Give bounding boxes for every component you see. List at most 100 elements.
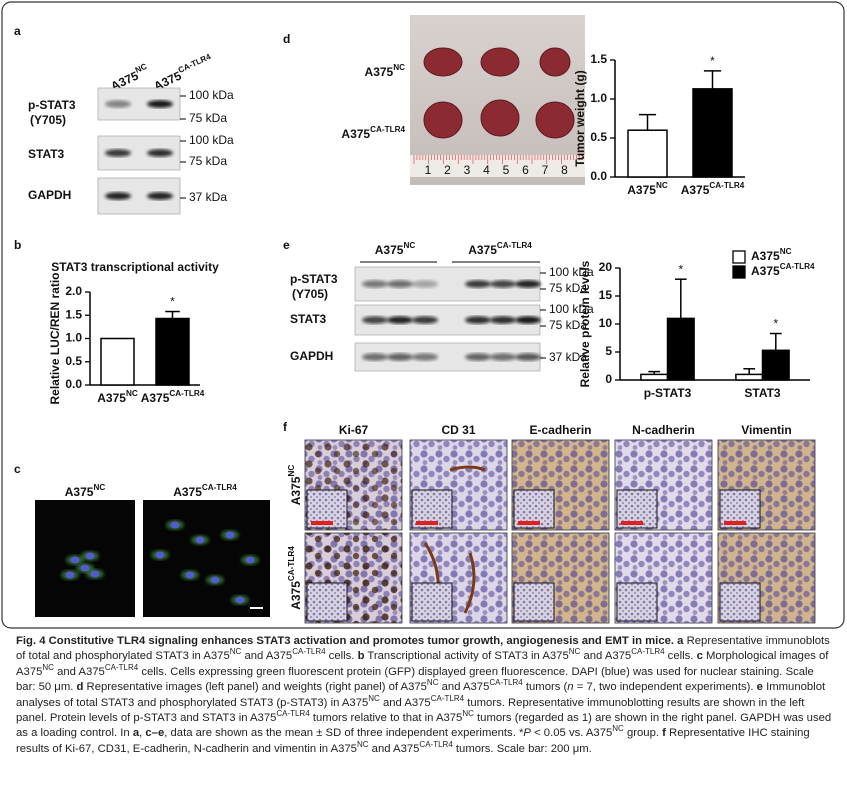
blot-band (147, 100, 173, 108)
caption-sup: CA-TLR4 (489, 678, 523, 688)
blot-band (105, 149, 131, 157)
ihc-inset-texture (514, 583, 554, 621)
caption-text: and A375 (53, 665, 105, 678)
marker-label: 100 kDa (549, 302, 594, 316)
nucleus (90, 570, 100, 578)
caption-text: tumors. Scale bar: 200 μm. (452, 742, 592, 755)
column-header-sup: NC (134, 62, 149, 75)
blot-band (387, 280, 413, 288)
blot-band (105, 100, 131, 108)
caption-sup: NC (356, 740, 369, 750)
caption-sup: NC (426, 678, 439, 688)
nucleus (235, 596, 245, 604)
caption-text: and A375 (241, 650, 293, 663)
marker-label: 100 kDa (189, 133, 234, 147)
caption-italic: n (567, 681, 574, 694)
caption-sup: NC (229, 647, 242, 657)
caption-text: and A375 (368, 742, 420, 755)
y-tick-label: 10 (599, 316, 613, 330)
row-label: A375NC (287, 465, 303, 506)
scale-bar (518, 521, 540, 525)
blot-band (465, 353, 491, 361)
caption-bold: Fig. 4 Constitutive TLR4 signaling enhan… (16, 635, 675, 647)
ruler (410, 155, 585, 177)
x-tick-label: STAT3 (744, 386, 781, 400)
marker-label: 75 kDa (549, 318, 587, 332)
ruler-number: 8 (561, 163, 568, 177)
column-header: E-cadherin (529, 423, 591, 437)
blot-band (105, 192, 131, 200)
bar (761, 349, 790, 381)
panel-letter: d (283, 32, 290, 46)
blot-band (412, 280, 438, 288)
tumor (535, 101, 575, 139)
panel-letter: c (14, 462, 21, 476)
caption-sup: CA-TLR4 (631, 647, 665, 657)
caption-text: Representative IHC staining results of K… (16, 727, 810, 755)
ruler-number: 1 (425, 163, 432, 177)
column-header-sup: NC (93, 483, 105, 492)
ruler-number: 4 (483, 163, 490, 177)
tumor (423, 47, 463, 77)
caption-text: Representative immunoblots of total and … (16, 635, 830, 663)
column-header: A375NC (65, 483, 106, 499)
caption-bold: c (696, 650, 703, 663)
caption-text: cells. (325, 650, 358, 663)
y-tick-label: 0.5 (65, 354, 82, 368)
bar (640, 373, 669, 381)
caption-text: group. (623, 727, 663, 740)
row-label: GAPDH (28, 188, 71, 202)
significance: * (170, 295, 175, 309)
frame (1, 1, 845, 629)
y-tick-label: 1.0 (590, 91, 607, 105)
x-tick-label-base: A375 (97, 391, 126, 405)
x-tick-label-sup: NC (656, 181, 668, 190)
legend-label-sup: CA-TLR4 (780, 262, 815, 271)
blot-band (465, 316, 491, 324)
blot-band (362, 280, 388, 288)
caption-sup: CA-TLR4 (104, 663, 139, 673)
row-label: p-STAT3 (28, 98, 76, 112)
caption-sup: NC (612, 724, 624, 734)
vessel-stain (449, 465, 486, 472)
nucleus (70, 556, 80, 564)
row-label-sup: NC (287, 465, 296, 477)
column-header-base: A375 (65, 485, 94, 499)
blot-band (387, 353, 413, 361)
caption-sup: CA-TLR4 (292, 647, 326, 657)
bar (692, 88, 733, 178)
column-header-sup: CA-TLR4 (497, 241, 532, 250)
marker-label: 37 kDa (549, 350, 587, 364)
significance: * (773, 317, 778, 331)
column-header: A375NC (375, 241, 416, 257)
row-label: A375NC (365, 63, 406, 79)
caption-text: < 0.05 vs. A375 (530, 727, 613, 740)
nucleus (85, 552, 95, 560)
caption-italic: P (523, 727, 531, 740)
nucleus (185, 571, 195, 579)
caption-text: Immunoblot analyses of total STAT3 and p… (16, 681, 826, 709)
caption-text: Transcriptional activity of STAT3 in A37… (364, 650, 569, 663)
column-header: CD 31 (441, 423, 475, 437)
column-header-sup: NC (403, 241, 415, 250)
bar (666, 317, 695, 381)
caption-text: Morphological images of A375 (16, 650, 829, 678)
caption-bold: f (662, 727, 666, 740)
x-tick-label-sup: NC (126, 389, 138, 398)
panel-letter: a (14, 24, 21, 38)
blot-band (412, 316, 438, 324)
blot-band (147, 192, 173, 200)
column-header: N-cadherin (632, 423, 695, 437)
row-label-sup: NC (393, 63, 405, 72)
row-label-sup: CA-TLR4 (287, 546, 296, 581)
row-label-sup: CA-TLR4 (370, 125, 405, 134)
significance: * (710, 54, 715, 68)
x-tick-label: A375CA-TLR4 (141, 389, 205, 405)
caption-bold: e (756, 681, 763, 694)
marker-label: 75 kDa (189, 154, 227, 168)
caption-text: tumors ( (522, 681, 568, 694)
caption-text: and A375 (580, 650, 632, 663)
x-tick-label-base: A375 (627, 183, 656, 197)
ihc-inset-texture (412, 583, 452, 621)
